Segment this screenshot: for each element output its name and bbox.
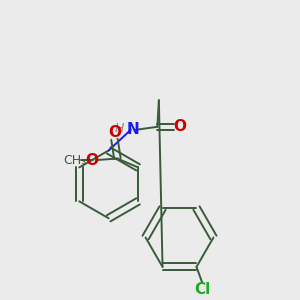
Text: O: O xyxy=(85,152,98,167)
Text: Cl: Cl xyxy=(194,282,211,297)
Text: N: N xyxy=(127,122,140,137)
Text: CH₃: CH₃ xyxy=(64,154,87,166)
Text: H: H xyxy=(114,122,124,135)
Text: O: O xyxy=(108,125,121,140)
Text: O: O xyxy=(173,119,186,134)
